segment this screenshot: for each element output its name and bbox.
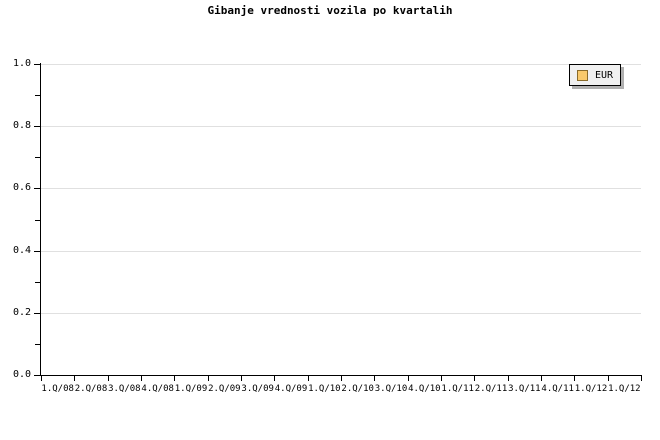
chart-legend[interactable]: EUR [569,64,622,86]
y-axis-tick-minor [35,95,40,97]
y-axis-label: 0.8 [12,120,31,132]
x-axis-label: 3.Q/11 [508,384,541,394]
y-axis-tick-minor [35,281,40,283]
x-axis-tick [441,376,442,381]
x-axis-label: 1.Q/08 [41,384,74,394]
x-axis-label: 2.Q/09 [208,384,241,394]
legend-swatch-eur-icon [577,69,588,81]
x-axis-tick [574,376,576,381]
x-axis-tick [41,376,42,381]
x-axis-label: 1.Q/09 [174,384,208,394]
x-axis-tick [474,376,476,381]
chart-title: Gibanje vrednosti vozila po kvartalih [207,4,453,17]
x-axis-label: 4.Q/10 [408,384,441,394]
x-axis-label: 2.Q/08 [74,384,108,394]
gridline [41,126,641,128]
gridline [41,188,641,190]
x-axis-label: 2.Q/11 [474,384,508,394]
x-axis-tick [507,376,509,381]
y-axis-label: 1.0 [12,58,31,69]
y-axis-label: 0.0 [12,369,31,380]
x-axis-tick [141,376,142,381]
x-axis-label: 3.Q/09 [241,384,274,394]
legend-label-eur: EUR [595,69,614,81]
x-axis-label: 1.Q/12 [574,384,608,394]
y-axis-tick-minor [35,343,40,345]
x-axis-tick [641,376,642,381]
gridline [41,250,641,252]
y-axis-tick [34,126,40,128]
x-axis-label: 1.Q/11 [441,384,474,394]
y-axis-tick [34,250,40,252]
x-axis-label: 4.Q/09 [274,384,308,394]
y-axis-tick-minor [35,157,40,159]
x-axis-label: 4.Q/08 [141,384,174,394]
gridline [41,64,641,65]
gridline [41,312,641,314]
y-axis-tick [34,188,40,190]
x-axis-label: 3.Q/08 [108,384,141,394]
x-axis-label: 4.Q/11 [541,384,574,394]
x-axis-tick [341,376,342,381]
y-axis-tick [34,375,40,376]
y-axis-tick [34,64,40,65]
x-axis-label: 1.Q/12 [608,384,641,394]
x-axis-tick [174,376,176,381]
y-axis-label: 0.2 [12,306,31,318]
y-axis-line [40,63,41,376]
x-axis-tick [74,376,76,381]
x-axis-tick [407,376,409,381]
x-axis-label: 2.Q/10 [341,384,374,394]
x-axis-tick [241,376,242,381]
y-axis-label: 0.4 [12,244,31,256]
x-axis-tick [607,376,609,381]
x-axis-label: 3.Q/10 [374,384,408,394]
y-axis-label: 0.6 [12,182,31,194]
x-axis-tick [307,376,309,381]
y-axis-tick-minor [35,219,40,221]
x-axis-tick [374,376,376,381]
x-axis-tick [274,376,276,381]
x-axis-tick [207,376,209,381]
x-axis-label: 1.Q/10 [308,384,341,394]
plot-area [41,64,641,375]
x-axis-line [40,375,642,376]
y-axis-tick [34,312,40,314]
x-axis-tick [541,376,542,381]
x-axis-tick [107,376,109,381]
